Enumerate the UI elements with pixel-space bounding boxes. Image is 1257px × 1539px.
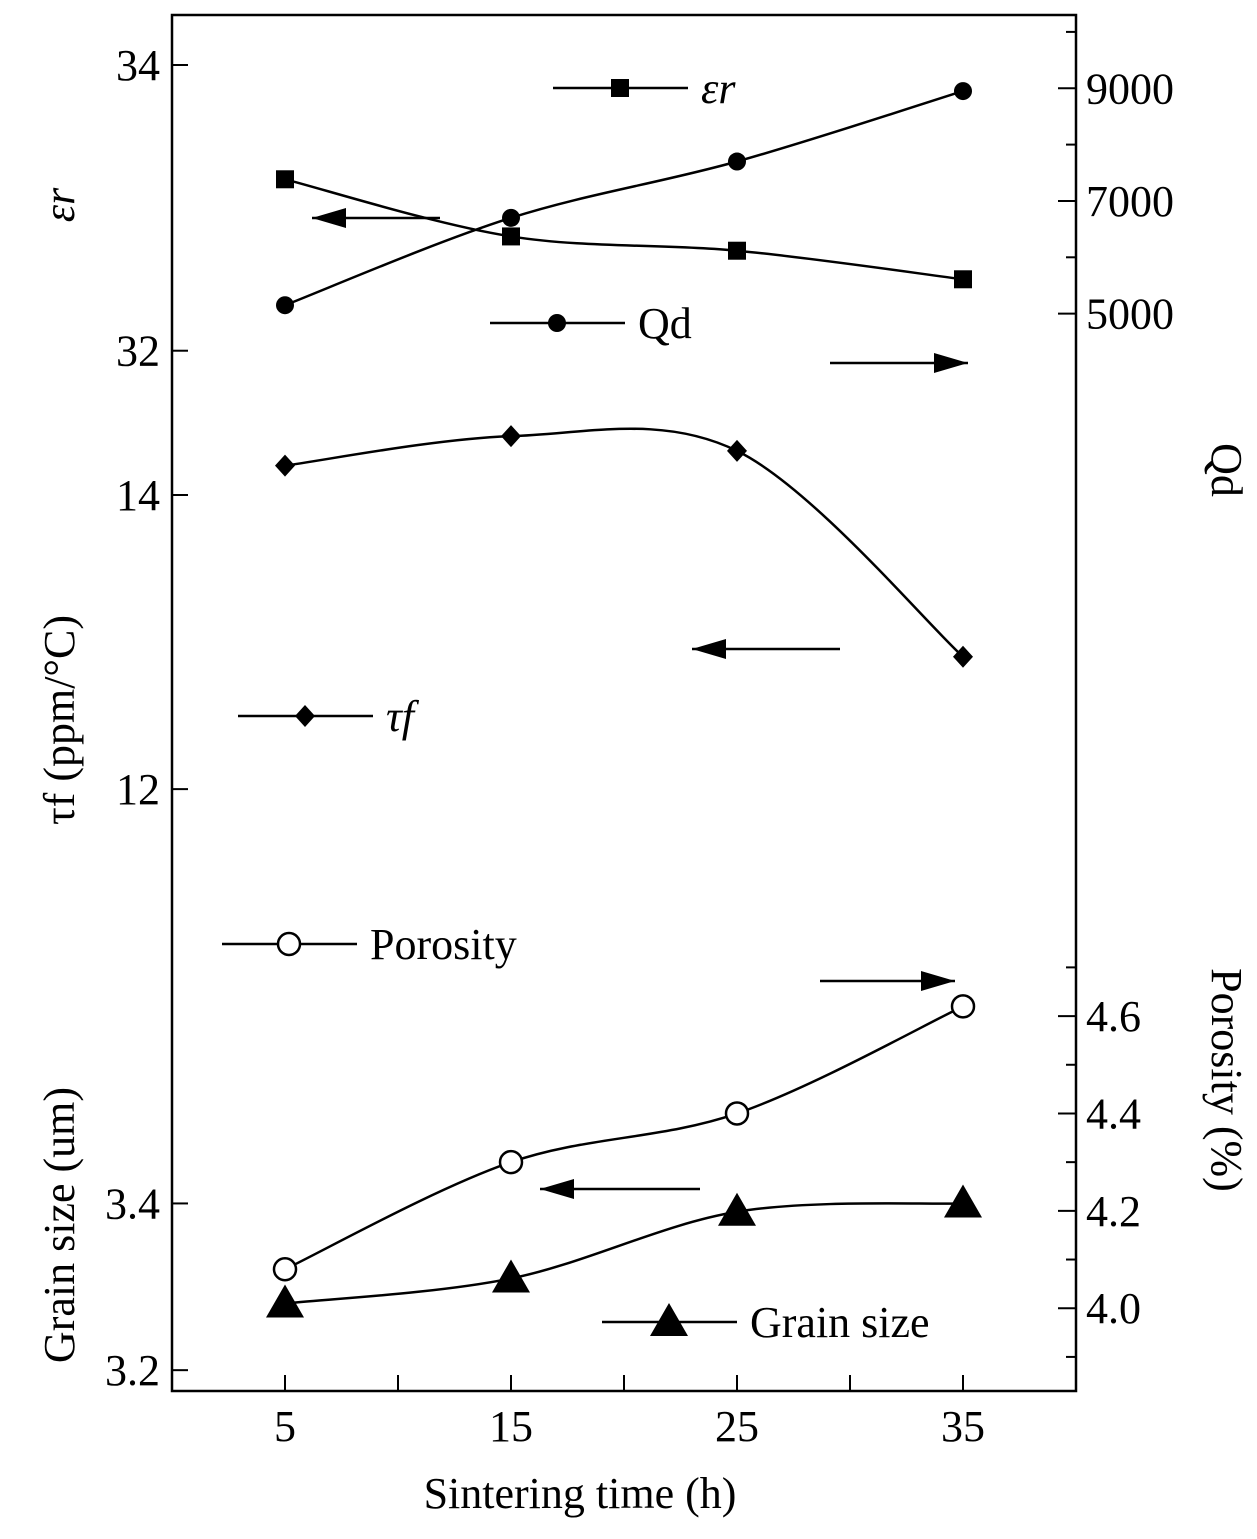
legend-label: εr (701, 64, 736, 113)
left-tick-label: 34 (116, 41, 160, 90)
marker-open-circle (498, 1149, 524, 1175)
x-axis-label: Sintering time (h) (424, 1469, 737, 1518)
x-tick-label: 25 (715, 1402, 759, 1451)
marker-triangle (266, 1284, 304, 1318)
plot-frame (170, 13, 1078, 1393)
right-axis-label-qd: Qd (1202, 443, 1251, 497)
left-axis-label-grain: Grain size (um) (35, 1087, 84, 1363)
marker-square (954, 270, 972, 289)
series-line-square (284, 178, 964, 281)
marker-diamond (953, 645, 973, 668)
series-line-diamond (284, 427, 964, 658)
right-tick-label: 4.0 (1086, 1284, 1141, 1333)
marker-circle (954, 82, 972, 101)
axes-layer: 5 15 25 35 32 34 5000 7000 9000 12 14 3.2 3.4 4.0 4.2 4… (105, 30, 1174, 1451)
marker-triangle (650, 1303, 688, 1336)
x-tick-label: 5 (274, 1402, 296, 1451)
left-tick-label: 32 (116, 327, 160, 376)
legend-label: Qd (638, 299, 692, 348)
marker-square (611, 79, 629, 97)
marker-diamond (501, 425, 521, 448)
right-tick-label: 7000 (1086, 177, 1174, 226)
left-tick-label: 12 (116, 765, 160, 814)
right-tick-label: 5000 (1086, 290, 1174, 339)
marker-triangle (944, 1184, 982, 1218)
left-tick-label: 3.2 (105, 1346, 160, 1395)
arrow-er-left-head (312, 208, 346, 228)
legend-label: Porosity (370, 920, 517, 969)
marker-open-circle (950, 994, 976, 1019)
series-line-circle (284, 89, 964, 307)
x-tick-label: 15 (489, 1402, 533, 1451)
marker-circle (276, 296, 294, 315)
arrow-porosity-right-head (921, 971, 955, 991)
right-axis-label-porosity: Porosity (%) (1202, 968, 1251, 1192)
left-axis-label-tf: τf (ppm/°C) (35, 615, 84, 825)
marker-open-circle (724, 1101, 750, 1126)
left-axis-label-er: εr (35, 187, 84, 222)
marker-square (502, 227, 520, 246)
legend-label: Grain size (750, 1298, 930, 1347)
marker-diamond (727, 439, 747, 462)
marker-circle (548, 314, 566, 332)
marker-triangle (492, 1259, 530, 1293)
arrow-qd-right-head (934, 353, 968, 373)
arrow-grain-left-head (540, 1179, 574, 1199)
legend-label: τf (386, 692, 420, 741)
right-tick-label: 9000 (1086, 64, 1174, 113)
right-tick-label: 4.2 (1086, 1187, 1141, 1236)
marker-circle (728, 152, 746, 171)
series-layer (266, 82, 982, 1318)
right-tick-label: 4.6 (1086, 992, 1141, 1041)
left-tick-label: 14 (116, 471, 160, 520)
left-tick-label: 3.4 (105, 1179, 160, 1228)
marker-open-circle (272, 1257, 298, 1282)
marker-circle (502, 208, 520, 227)
legend-layer: εr Qd τf Porosity Grain size (222, 64, 930, 1347)
marker-diamond (275, 454, 295, 477)
marker-square (728, 241, 746, 260)
marker-triangle (718, 1192, 756, 1226)
right-tick-label: 4.4 (1086, 1089, 1141, 1138)
series-line-triangle (284, 1202, 964, 1305)
arrow-tf-left-head (692, 639, 726, 659)
series-line-open-circle (284, 1005, 964, 1271)
x-tick-label: 35 (941, 1402, 985, 1451)
marker-open-circle (276, 931, 302, 957)
marker-diamond (295, 705, 315, 727)
marker-square (276, 170, 294, 189)
